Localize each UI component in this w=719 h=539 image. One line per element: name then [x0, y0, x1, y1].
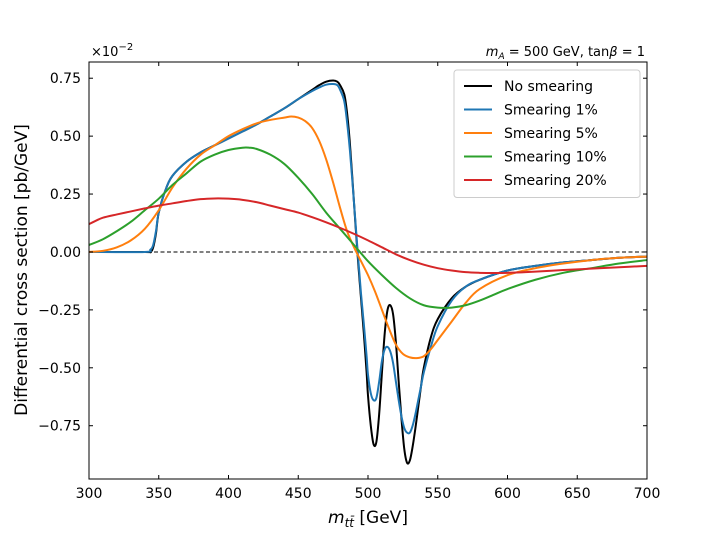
y-tick-label: −0.50 [38, 361, 81, 377]
legend-label-4: Smearing 20% [504, 173, 607, 189]
x-tick-label: 400 [215, 486, 242, 502]
offset-text: ×10−2 [91, 42, 133, 60]
series-line-2 [88, 115, 648, 360]
series-line-1 [88, 82, 648, 435]
x-tick-label: 350 [145, 486, 172, 502]
legend-label-2: Smearing 5% [504, 126, 598, 142]
x-tick-label: 300 [76, 486, 103, 502]
legend-label-1: Smearing 1% [504, 103, 598, 119]
x-tick-label: 500 [355, 486, 382, 502]
parameter-annotation: mA = 500 GeV, tanβ = 1 [486, 45, 645, 62]
x-tick-label: 600 [494, 486, 521, 502]
x-tick-label: 650 [564, 486, 591, 502]
legend-label-0: No smearing [504, 79, 593, 95]
series-line-3 [88, 146, 648, 309]
axis-ticks: 300 350 400 450 500 550 600 650 700 −0.75 −0.50 −0.… [38, 62, 660, 502]
x-tick-label: 450 [285, 486, 312, 502]
legend-label-3: Smearing 10% [504, 150, 607, 166]
plot-lines [88, 79, 648, 465]
y-tick-label: −0.25 [38, 303, 81, 319]
x-tick-label: 550 [424, 486, 451, 502]
legend: No smearing Smearing 1% Smearing 5% Smearin… [453, 69, 641, 198]
x-tick-label: 700 [634, 486, 661, 502]
y-tick-label: 0.50 [50, 129, 81, 145]
series-line-4 [88, 197, 648, 275]
y-tick-label: 0.25 [50, 187, 81, 203]
y-axis-title: Differential cross section [pb/GeV] [12, 124, 32, 416]
y-tick-label: 0.75 [50, 71, 81, 87]
legend-box [453, 69, 641, 198]
x-axis-title: mtt̄ [GeV] [328, 508, 408, 530]
y-tick-label: −0.75 [38, 419, 81, 435]
y-tick-label: 0.00 [50, 245, 81, 261]
